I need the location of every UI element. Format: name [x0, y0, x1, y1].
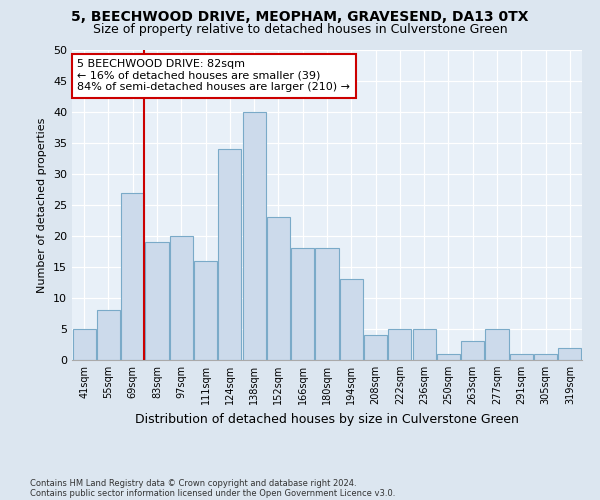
- Bar: [364, 335, 387, 360]
- Text: Contains HM Land Registry data © Crown copyright and database right 2024.: Contains HM Land Registry data © Crown c…: [30, 478, 356, 488]
- Bar: [559, 348, 581, 360]
- Bar: [145, 242, 169, 360]
- Text: Contains public sector information licensed under the Open Government Licence v3: Contains public sector information licen…: [30, 488, 395, 498]
- Bar: [461, 342, 484, 360]
- Bar: [534, 354, 557, 360]
- Bar: [194, 261, 217, 360]
- Bar: [97, 310, 120, 360]
- Bar: [485, 329, 509, 360]
- Bar: [316, 248, 338, 360]
- Bar: [170, 236, 193, 360]
- Bar: [267, 218, 290, 360]
- Text: 5 BEECHWOOD DRIVE: 82sqm
← 16% of detached houses are smaller (39)
84% of semi-d: 5 BEECHWOOD DRIVE: 82sqm ← 16% of detach…: [77, 60, 350, 92]
- Bar: [73, 329, 95, 360]
- Bar: [437, 354, 460, 360]
- Text: Size of property relative to detached houses in Culverstone Green: Size of property relative to detached ho…: [92, 22, 508, 36]
- Bar: [242, 112, 266, 360]
- Y-axis label: Number of detached properties: Number of detached properties: [37, 118, 47, 292]
- Bar: [388, 329, 412, 360]
- Bar: [413, 329, 436, 360]
- Text: 5, BEECHWOOD DRIVE, MEOPHAM, GRAVESEND, DA13 0TX: 5, BEECHWOOD DRIVE, MEOPHAM, GRAVESEND, …: [71, 10, 529, 24]
- Bar: [218, 149, 241, 360]
- X-axis label: Distribution of detached houses by size in Culverstone Green: Distribution of detached houses by size …: [135, 412, 519, 426]
- Bar: [340, 280, 363, 360]
- Bar: [121, 192, 144, 360]
- Bar: [510, 354, 533, 360]
- Bar: [291, 248, 314, 360]
